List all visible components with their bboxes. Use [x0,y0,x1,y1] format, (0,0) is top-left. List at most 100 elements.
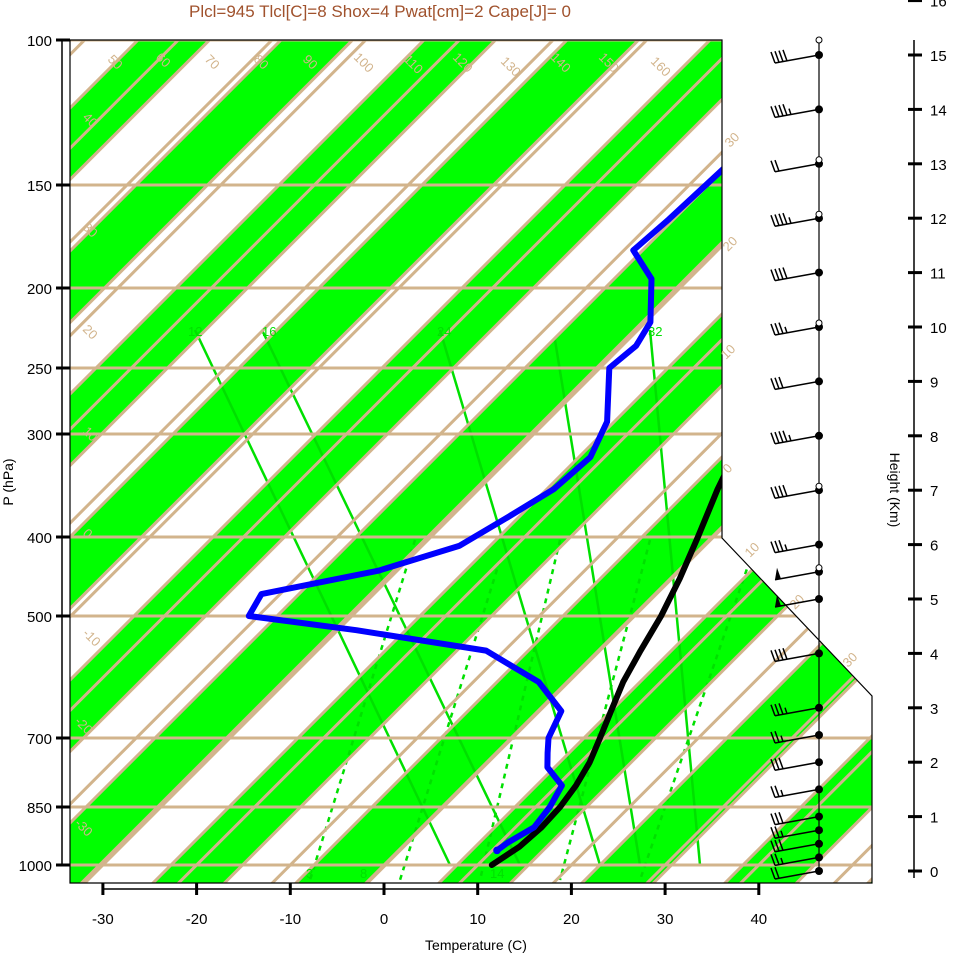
mixing-ratio-label: 8 [360,866,367,881]
dewpoint-profile-line [245,54,820,854]
height-tick-label: 7 [930,483,938,500]
height-tick-label: 16 [930,0,947,11]
wind-barb-shaft [774,163,820,173]
height-tick-label: 11 [930,266,946,283]
wind-barb-feather [770,160,776,173]
mixing-ratio-labels: 12 16 24 32 3 8 14 [188,324,662,881]
isotherm-line [70,40,575,883]
wind-barb-half-feather [780,735,784,742]
mixing-ratio-label: 32 [648,324,662,339]
plot-area: 50 60 70 80 90 100 110 120 130 140 150 160403020100… [70,20,961,920]
green-band [70,40,372,883]
wind-barb-open-marker [815,482,823,490]
isotherm-line [609,40,872,883]
y-tick-label: 150 [27,178,52,195]
y-tick-label: 700 [27,731,52,748]
wind-barb-open-marker [815,319,823,327]
dry-adiabat-line [70,40,803,883]
height-tick-label: 14 [930,102,947,119]
height-axis-title: Height (Km) [887,453,903,528]
y-axis-title: P (hPa) [0,458,16,505]
height-tick-label: 9 [930,374,938,391]
wind-barb-feather [774,649,780,661]
isotherm-line [70,40,668,883]
skew-label: 20 [720,233,741,254]
wind-barb-pennant [775,595,781,607]
isotherm-line [70,40,294,883]
wind-barb-top-marker [815,36,823,44]
height-tick-label: 15 [930,48,947,65]
green-band [70,40,515,883]
wind-barb-feather [774,839,780,852]
plot-frame [69,39,873,884]
isotherm-line [140,40,872,883]
mixing-ratio-label: 3 [306,866,313,881]
wind-barb-half-feather [776,572,780,580]
height-tick-label: 6 [930,538,938,555]
chart-title: Plcl=945 Tlcl[C]=8 Shox=4 Pwat[cm]=2 Cap… [189,2,571,21]
mixing-ratio-label: 24 [437,324,451,339]
height-tick-label: 2 [930,755,938,772]
isotherm-label: 130 [498,54,524,80]
dry-adiabat-line [70,40,660,883]
dry-adiabat-line [70,40,303,883]
wind-barb-feather [770,840,776,853]
x-tick-label: -20 [186,911,208,928]
wind-barb-feather [774,431,780,444]
dry-adiabat-line [186,40,872,883]
wind-barb-feather [774,377,780,389]
dry-adiabat-line [70,40,446,883]
isotherm-line [515,40,872,883]
wind-barb-feather [778,485,784,498]
wind-barb-feather [770,486,776,499]
wind-barb-feather [782,49,788,62]
height-tick-label: 4 [930,646,938,663]
dry-adiabat-line [472,40,872,883]
isotherm-line [234,40,872,883]
wind-barbs [770,36,823,880]
wind-barb-feather [770,731,776,744]
isotherm-line [70,40,856,883]
wind-barb-shaft [774,870,820,880]
green-band [70,40,872,883]
wind-barb-feather [770,269,776,281]
wind-barb-feather [770,106,776,118]
wind-barb-feather [774,159,780,172]
isotherm-label: 100 [351,50,377,76]
dry-adiabat-line [903,20,961,920]
height-tick-label: 0 [930,864,938,881]
dry-adiabat-line [615,40,872,883]
wind-barb-feather [770,813,776,825]
wind-barb-half-feather [784,707,788,714]
wind-barb-feather [774,486,780,498]
mixing-ratio-lines [193,329,752,881]
dry-adiabat-line [257,40,872,883]
x-tick-label: 10 [469,911,486,928]
height-tick-label: 8 [930,429,938,446]
wind-barb-feather [774,758,780,770]
x-tick-label: -10 [279,911,301,928]
mixing-ratio-label: 14 [490,866,504,881]
wind-barb-feather [770,51,776,64]
wind-barb-feather [778,50,784,62]
wind-barb-feather [770,214,776,227]
y-tick-label: 1000 [19,858,52,875]
wind-barb-feather [774,268,780,281]
wind-barb-feather [770,867,776,880]
height-tick-label: 10 [930,320,947,337]
wind-barb-feather [778,431,784,443]
x-tick-label: 40 [750,911,767,928]
green-band [70,40,801,883]
wind-barb-feather [782,648,788,660]
wind-barb-feather [782,484,788,497]
mixing-ratio-line [553,339,642,866]
wind-barb-feather [778,703,784,715]
isotherm-line [70,40,481,883]
wind-barb-feather [774,731,780,743]
wind-barb-feather [774,785,780,797]
height-tick-label: 3 [930,701,938,718]
wind-barb-feather [770,826,776,839]
wind-barb-feather [778,648,784,661]
isotherm-label: 70 [202,52,223,73]
